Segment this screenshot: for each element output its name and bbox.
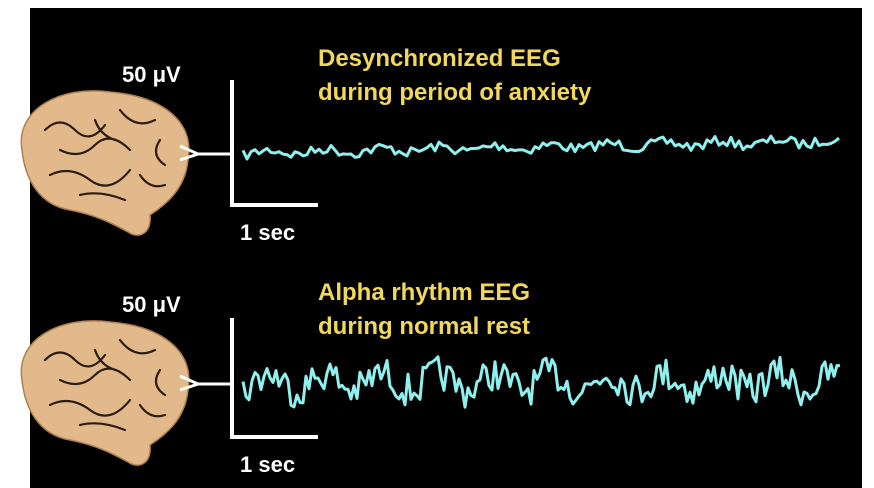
panel-title: during normal rest [318,313,530,340]
time-label: 1 sec [240,452,295,477]
panel-title: during period of anxiety [318,79,592,106]
panel-title: Alpha rhythm EEG [318,279,530,306]
page: 50 μV Desynchronized EEG during period o… [0,0,874,488]
scale-label: 50 μV [122,62,181,87]
scale-label: 50 μV [122,292,181,317]
time-label: 1 sec [240,220,295,245]
panel-title: Desynchronized EEG [318,45,561,72]
eeg-figure: 50 μV Desynchronized EEG during period o… [0,0,874,488]
